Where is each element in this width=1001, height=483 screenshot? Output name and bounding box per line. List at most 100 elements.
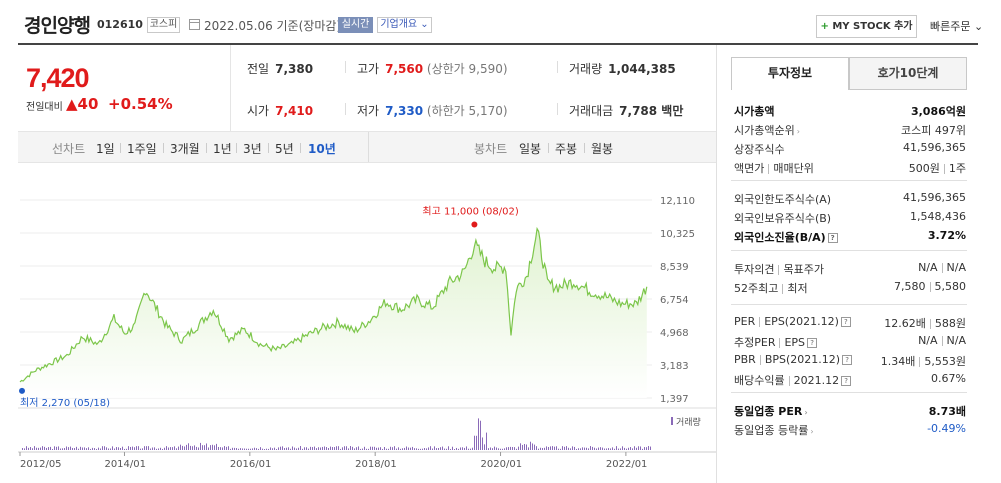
volume-bar	[184, 446, 185, 450]
volume-bar	[88, 447, 89, 450]
price-chart[interactable]: 12,110 10,325 8,539 6,754 4,968 3,183 1,397 최고…	[18, 163, 716, 483]
volume-bar	[332, 447, 333, 450]
volume-bar	[26, 446, 27, 450]
volume-bar	[480, 420, 481, 450]
tab-1year[interactable]: 1년	[213, 142, 232, 156]
volume-bar	[44, 446, 45, 450]
x-tick-label: 2014/01	[104, 459, 146, 470]
volume-bar	[464, 447, 465, 450]
company-overview-dropdown[interactable]: 기업개요 ⌄	[377, 17, 432, 33]
x-tick-label: 2012/05	[20, 459, 62, 470]
tab-order-book[interactable]: 호가10단계	[849, 57, 967, 90]
volume-bar	[76, 446, 77, 450]
volume-bar	[212, 444, 213, 450]
volume-bar	[540, 447, 541, 450]
volume-bar	[200, 442, 201, 450]
volume-bar	[22, 448, 23, 450]
volume-bar	[610, 448, 611, 450]
volume-bar	[576, 448, 577, 450]
volume-bar	[42, 446, 43, 450]
volume-bar	[544, 447, 545, 450]
price-chart-svg: 12,110 10,325 8,539 6,754 4,968 3,183 1,397 최고…	[18, 196, 716, 470]
help-icon[interactable]: ?	[842, 355, 853, 365]
tab-separator	[584, 143, 585, 153]
chevron-right-icon[interactable]: ›	[810, 427, 814, 436]
info-row-value: 41,596,365	[903, 141, 966, 154]
volume-bar	[168, 447, 169, 450]
info-row: PER EPS(2021.12)? 12.62배 588원	[734, 315, 966, 333]
info-row-value: 7,580 5,580	[894, 280, 966, 293]
volume-bar	[372, 446, 373, 450]
help-icon[interactable]: ?	[840, 317, 851, 327]
volume-bar	[306, 447, 307, 450]
quick-order-dropdown[interactable]: 빠른주문 ⌄	[930, 20, 984, 33]
volume-bar	[264, 448, 265, 450]
volume-bar	[648, 446, 649, 450]
volume-bar	[204, 445, 205, 450]
volume-bar	[132, 446, 133, 450]
tab-3months[interactable]: 3개월	[170, 142, 200, 156]
volume-bar	[170, 447, 171, 450]
info-row-value: 코스피 497위	[901, 124, 966, 137]
volume-bar	[554, 446, 555, 450]
volume-bar	[412, 446, 413, 450]
tab-1week[interactable]: 1주일	[127, 142, 157, 156]
tab-10years[interactable]: 10년	[308, 142, 336, 156]
help-icon[interactable]: ?	[827, 233, 838, 243]
company-name: 경인양행	[24, 15, 91, 37]
volume-bar	[502, 448, 503, 450]
volume-bar	[382, 448, 383, 450]
candle-chart-label: 봉차트	[474, 142, 508, 156]
tab-weekly-candle[interactable]: 주봉	[555, 142, 578, 156]
tab-monthly-candle[interactable]: 월봉	[591, 142, 614, 156]
volume-bar	[498, 448, 499, 450]
amount-value: 7,788 백만	[619, 104, 684, 118]
volume-bar	[468, 448, 469, 450]
volume-bar	[414, 448, 415, 450]
help-icon[interactable]: ?	[807, 338, 818, 348]
volume-bar	[112, 446, 113, 450]
volume-bar	[284, 447, 285, 450]
volume-bar	[564, 446, 565, 450]
tab-5years[interactable]: 5년	[275, 142, 294, 156]
prev-close-value: 7,380	[275, 62, 314, 76]
volume-bar	[302, 448, 303, 450]
volume-label: 거래량	[569, 62, 603, 76]
volume-bar	[326, 447, 327, 450]
volume-bar	[528, 447, 529, 450]
chevron-right-icon[interactable]: ›	[796, 127, 800, 136]
tab-3years[interactable]: 3년	[243, 142, 262, 156]
realtime-badge[interactable]: 실시간	[338, 17, 373, 33]
tab-1day[interactable]: 1일	[96, 142, 115, 156]
volume-bar	[370, 446, 371, 450]
x-tick-label: 2020/01	[481, 459, 523, 470]
help-icon[interactable]: ?	[841, 376, 852, 386]
tab-separator	[120, 143, 121, 153]
info-row-label: PER EPS(2021.12)?	[734, 315, 851, 328]
volume-bar	[158, 448, 159, 450]
info-row-label: 외국인한도주식수(A)	[734, 193, 832, 206]
tab-daily-candle[interactable]: 일봉	[519, 142, 542, 156]
volume-label: 거래량	[676, 416, 701, 428]
volume-bar	[222, 447, 223, 450]
tab-investment-info[interactable]: 투자정보	[731, 57, 849, 90]
info-row: 외국인소진율(B/A)? 3.72%	[734, 229, 966, 247]
volume-bar	[560, 448, 561, 450]
volume-bar	[96, 448, 97, 450]
volume-bar	[296, 448, 297, 450]
info-row-value: N/A N/A	[918, 334, 966, 347]
low-label: 저가	[357, 104, 380, 118]
high-price: 고가 7,560 (상한가 9,590)	[357, 60, 508, 77]
low-price: 저가 7,330 (하한가 5,170)	[357, 102, 508, 119]
volume-bar	[40, 447, 41, 450]
upper-limit: (상한가 9,590)	[426, 62, 508, 76]
volume-bar	[526, 444, 527, 450]
add-my-stock-button[interactable]: + MY STOCK 추가	[816, 15, 917, 38]
volume-bar	[160, 447, 161, 450]
volume-bar	[376, 447, 377, 450]
volume-bar	[430, 446, 431, 450]
volume-bar	[624, 447, 625, 450]
volume-bar	[94, 448, 95, 450]
chevron-right-icon[interactable]: ›	[804, 408, 808, 417]
volume-bar	[196, 446, 197, 450]
